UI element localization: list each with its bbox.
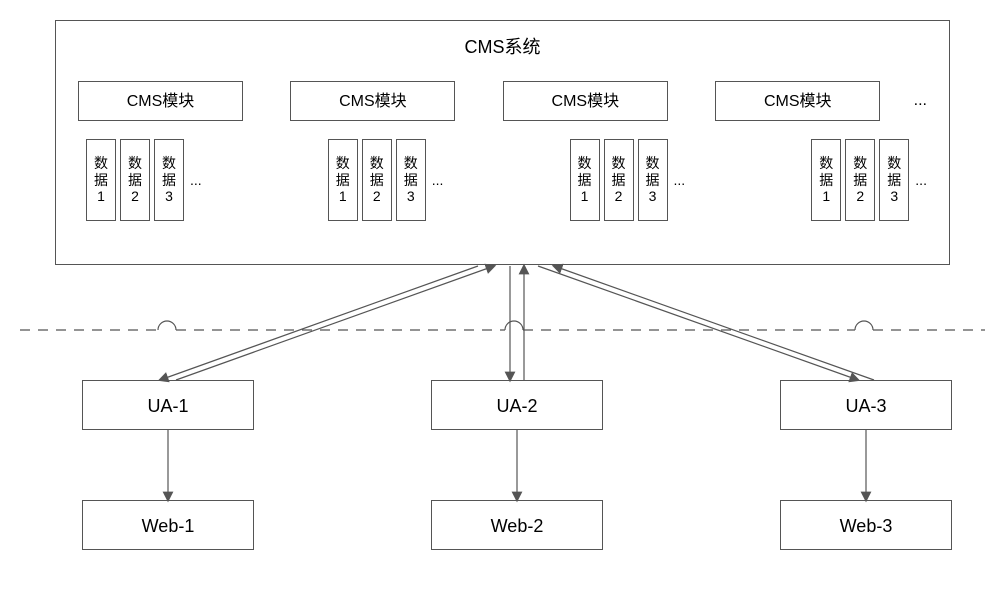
web-node: Web-3 (780, 500, 952, 550)
data-box: 数据1 (811, 139, 841, 221)
cms-module: CMS模块 (290, 81, 455, 121)
cms-title: CMS系统 (56, 33, 949, 59)
data-box: 数据3 (638, 139, 668, 221)
ua-node: UA-1 (82, 380, 254, 430)
data-group: 数据1 数据2 数据3 ... (570, 139, 686, 221)
data-box: 数据3 (879, 139, 909, 221)
cms-module-row: CMS模块 CMS模块 CMS模块 CMS模块 ... (56, 81, 949, 121)
data-ellipsis: ... (915, 172, 927, 188)
cms-system-box: CMS系统 CMS模块 CMS模块 CMS模块 CMS模块 ... 数据1 数据… (55, 20, 950, 265)
edge-cms-ua1 (160, 266, 494, 380)
data-box: 数据2 (604, 139, 634, 221)
data-box: 数据2 (362, 139, 392, 221)
data-box: 数据3 (396, 139, 426, 221)
data-group: 数据1 数据2 数据3 ... (86, 139, 202, 221)
cms-module: CMS模块 (503, 81, 668, 121)
data-box: 数据3 (154, 139, 184, 221)
data-group: 数据1 数据2 数据3 ... (328, 139, 444, 221)
web-node: Web-1 (82, 500, 254, 550)
data-box: 数据2 (120, 139, 150, 221)
data-box: 数据1 (328, 139, 358, 221)
cms-module: CMS模块 (78, 81, 243, 121)
ua-node: UA-2 (431, 380, 603, 430)
divider-line (20, 321, 985, 330)
data-ellipsis: ... (674, 172, 686, 188)
data-ellipsis: ... (432, 172, 444, 188)
ua-node: UA-3 (780, 380, 952, 430)
edge-cms-ua3 (538, 266, 874, 380)
data-box: 数据2 (845, 139, 875, 221)
data-box: 数据1 (570, 139, 600, 221)
edge-cms-ua2 (510, 266, 524, 380)
cms-data-row: 数据1 数据2 数据3 ... 数据1 数据2 数据3 ... 数据1 数据2 … (56, 139, 949, 221)
web-node: Web-2 (431, 500, 603, 550)
module-ellipsis: ... (914, 92, 927, 110)
data-ellipsis: ... (190, 172, 202, 188)
cms-module: CMS模块 (715, 81, 880, 121)
data-box: 数据1 (86, 139, 116, 221)
data-group: 数据1 数据2 数据3 ... (811, 139, 927, 221)
